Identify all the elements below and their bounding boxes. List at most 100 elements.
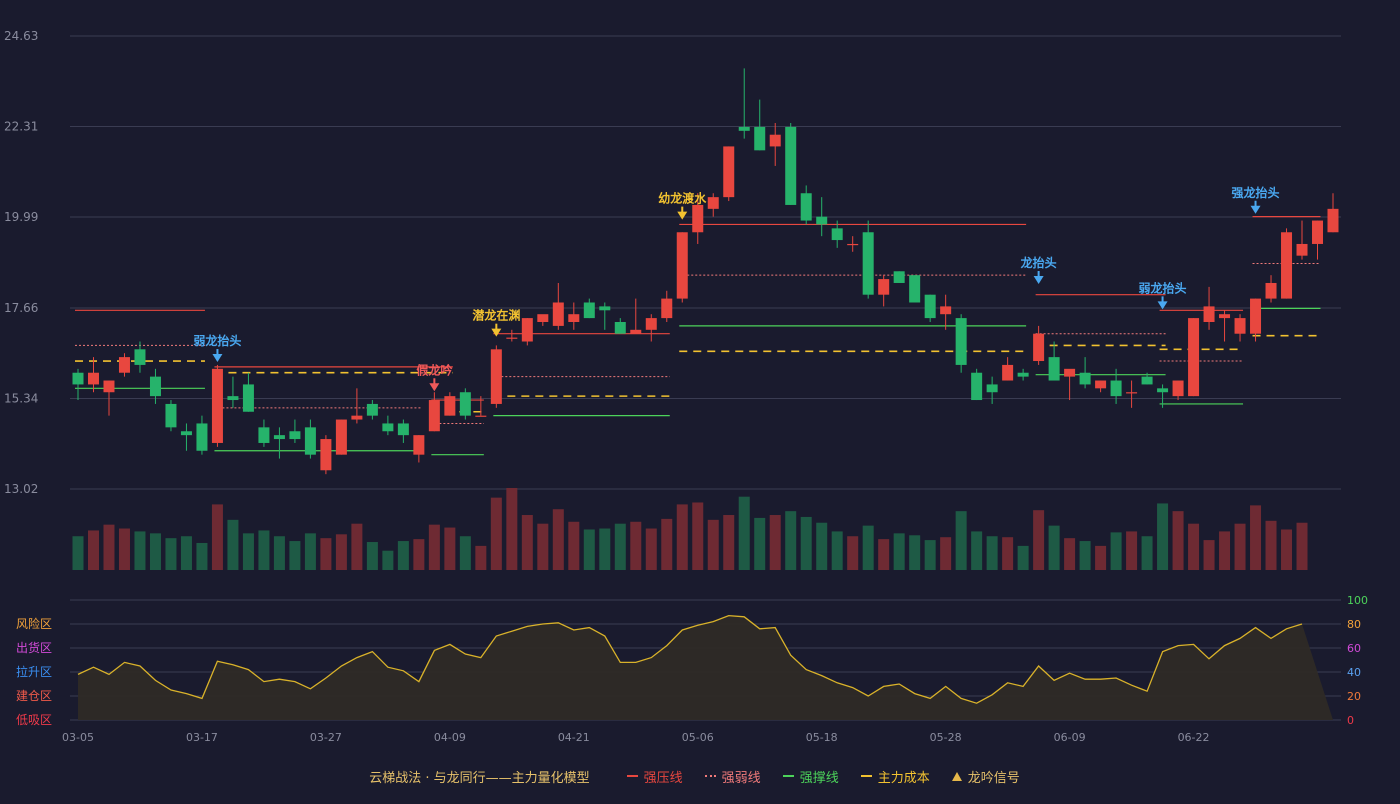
volume-bar	[444, 527, 456, 570]
candle	[1141, 372, 1153, 385]
x-tick-label: 05-18	[806, 731, 838, 744]
candle	[366, 400, 378, 420]
arrow-down-icon	[1033, 275, 1044, 284]
x-tick-label: 05-06	[682, 731, 714, 744]
signal-marker: 幼龙渡水	[658, 191, 707, 220]
zone-label: 拉升区	[16, 664, 52, 679]
volume-bar	[521, 515, 533, 570]
candle	[862, 220, 874, 299]
candle-body	[351, 415, 363, 420]
candle-body	[893, 271, 905, 283]
candles	[72, 68, 1339, 475]
legend-label: 主力成本	[877, 770, 930, 786]
candle	[1048, 341, 1060, 381]
candle-body	[382, 423, 394, 432]
volume-bar	[1126, 531, 1138, 570]
candle-body	[1126, 392, 1138, 394]
x-tick-label: 05-28	[930, 731, 962, 744]
candle	[800, 185, 812, 225]
candle-body	[552, 302, 564, 326]
price-tick-label: 15.34	[4, 391, 38, 405]
signal-label: 弱龙抬头	[193, 333, 241, 348]
candle-body	[475, 415, 487, 417]
candle-body	[1017, 372, 1029, 377]
volume-bar	[180, 536, 192, 570]
volume-bar	[878, 539, 890, 570]
volume-bar	[459, 536, 471, 570]
volume-bar	[971, 531, 983, 570]
candle-body	[971, 372, 983, 401]
volume-bar	[769, 515, 781, 570]
volume-bar	[723, 515, 735, 570]
legend-item-strong-pressure[interactable]: 强压线	[626, 767, 683, 786]
candle	[1203, 286, 1215, 330]
volume-bar	[599, 528, 611, 570]
candle-body	[769, 134, 781, 147]
candle-body	[1048, 357, 1060, 381]
signal-label: 强龙抬头	[1232, 185, 1280, 200]
candle-body	[955, 318, 967, 365]
candle	[1017, 368, 1029, 381]
candle	[211, 364, 223, 447]
candle	[1157, 384, 1169, 408]
legend-item-strong-weak[interactable]: 强弱线	[704, 767, 761, 786]
volume-bar	[1219, 531, 1231, 570]
volume-bar	[149, 533, 161, 570]
volume-bar	[816, 522, 828, 570]
candle-body	[692, 204, 704, 233]
candle-body	[149, 376, 161, 397]
candle-body	[630, 329, 642, 334]
volume-bar	[785, 511, 797, 570]
candle-body	[1141, 376, 1153, 385]
candle-body	[1265, 282, 1277, 299]
signal-label: 龙抬头	[1021, 255, 1057, 270]
legend-item-signal[interactable]: 龙吟信号	[951, 767, 1020, 786]
volume-bar	[397, 541, 409, 570]
volume-bar	[1079, 541, 1091, 570]
oscillator-scale-label: 40	[1347, 666, 1361, 679]
candle	[630, 298, 642, 334]
candle-body	[1327, 208, 1339, 233]
candle	[242, 372, 254, 412]
candle-body	[87, 372, 99, 385]
candle-body	[1250, 298, 1262, 334]
candle-body	[800, 193, 812, 221]
candle	[754, 99, 766, 151]
candle	[444, 392, 456, 416]
candle-body	[940, 306, 952, 315]
candle-body	[583, 302, 595, 319]
legend: 云梯战法 · 与龙同行——主力量化模型 强压线 强弱线 强撑线 主力成本 龙吟信…	[0, 766, 1400, 786]
candle	[940, 294, 952, 330]
candle	[320, 435, 332, 475]
legend-item-main-cost[interactable]: 主力成本	[860, 767, 930, 786]
volume-bar	[707, 519, 719, 570]
candle-body	[304, 427, 316, 455]
volume-bar	[1203, 540, 1215, 570]
legend-item-strong-support[interactable]: 强撑线	[782, 767, 839, 786]
volume-bar	[1002, 537, 1014, 570]
candle	[1296, 220, 1308, 260]
candle-body	[72, 372, 84, 385]
candle	[1265, 275, 1277, 303]
volume-bar	[320, 538, 332, 570]
price-tick-label: 24.63	[4, 29, 38, 43]
oscillator-area	[78, 615, 1333, 720]
candle-body	[273, 435, 285, 440]
oscillator-scale-label: 100	[1347, 594, 1368, 607]
candle	[1095, 380, 1107, 393]
price-tick-label: 22.31	[4, 120, 38, 134]
candle	[1064, 368, 1076, 401]
volume-bar	[242, 533, 254, 570]
volume-bar	[568, 521, 580, 570]
price-tick-label: 17.66	[4, 301, 38, 315]
volume-bar	[273, 536, 285, 570]
x-tick-label: 03-27	[310, 731, 342, 744]
candle	[397, 419, 409, 443]
volume-bar	[1048, 525, 1060, 570]
candle	[87, 357, 99, 393]
candle-body	[676, 232, 688, 299]
volume-bar	[87, 530, 99, 570]
volume-bar	[661, 518, 673, 570]
volume-bar	[1110, 532, 1122, 570]
